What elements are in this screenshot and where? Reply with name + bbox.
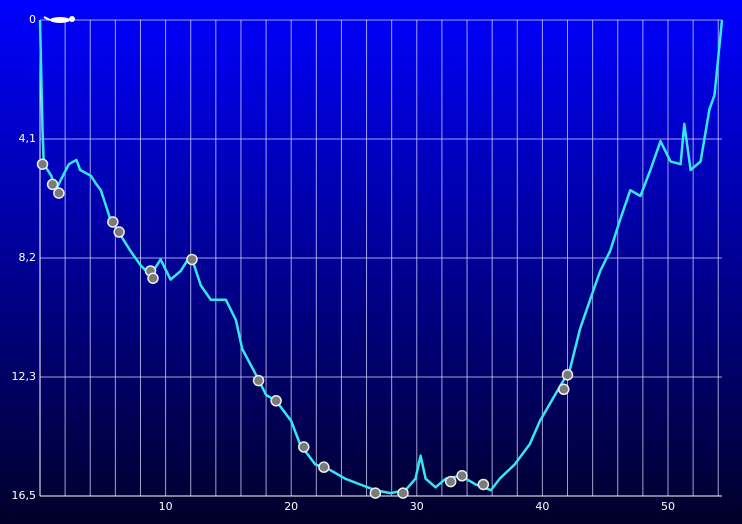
event-marker (298, 441, 310, 453)
event-marker (444, 475, 457, 488)
x-tick-label: 40 (535, 500, 549, 513)
event-marker (270, 395, 282, 407)
event-marker (561, 369, 574, 381)
x-tick-label: 50 (661, 500, 675, 513)
plot (36, 19, 724, 499)
event-marker (46, 178, 59, 191)
event-marker (107, 216, 119, 228)
x-tick-label: 20 (284, 500, 298, 513)
event-marker (477, 478, 490, 491)
event-marker (113, 226, 125, 238)
y-tick-label: 16,5 (12, 489, 37, 502)
event-marker (557, 383, 570, 396)
event-marker (397, 487, 409, 499)
depth-line (38, 19, 724, 495)
event-marker (147, 272, 159, 284)
event-marker (53, 187, 65, 199)
x-tick-label: 30 (410, 500, 424, 513)
event-marker (456, 470, 468, 482)
event-marker (36, 158, 49, 170)
y-tick-label: 12,3 (12, 370, 37, 383)
event-marker (318, 461, 330, 473)
event-marker (186, 253, 198, 266)
grid: 0 4,1 8,2 12,3 16,5 10 20 30 40 50 (12, 13, 722, 513)
event-marker (369, 487, 382, 499)
diver-icon (43, 16, 75, 23)
y-tick-label: 8,2 (19, 251, 37, 264)
event-marker (252, 374, 265, 387)
y-tick-label: 0 (29, 13, 36, 26)
y-tick-label: 4,1 (19, 132, 37, 145)
x-tick-label: 10 (159, 500, 173, 513)
